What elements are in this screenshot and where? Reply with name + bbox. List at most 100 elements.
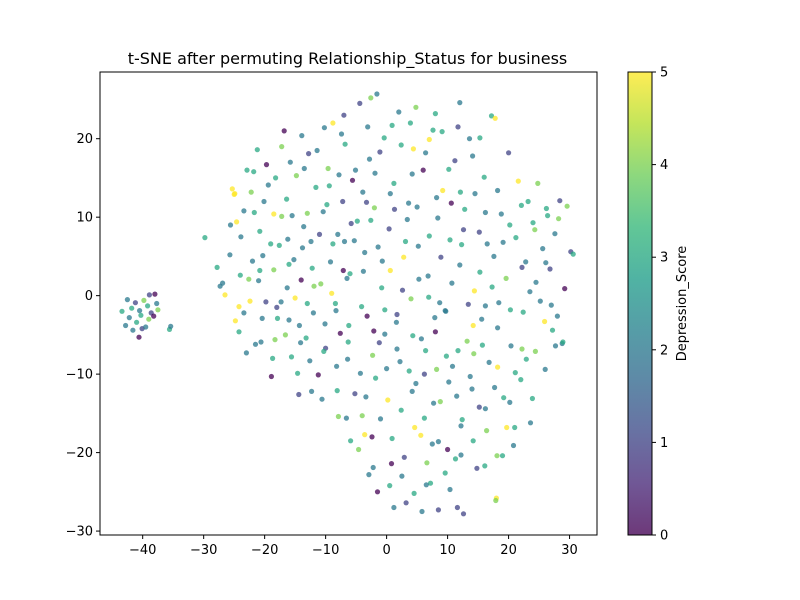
scatter-point [525, 198, 531, 205]
scatter-point [494, 453, 500, 459]
scatter-point [470, 322, 476, 329]
scatter-point [348, 220, 354, 227]
scatter-point [540, 246, 546, 252]
scatter-point [359, 304, 365, 310]
scatter-point [284, 285, 290, 291]
scatter-point [394, 346, 400, 352]
scatter-point [396, 109, 402, 115]
scatter-point [146, 292, 152, 298]
scatter-point [373, 375, 379, 381]
scatter-point [248, 189, 254, 195]
scatter-point [311, 283, 317, 289]
scatter-point [425, 273, 431, 279]
scatter-point [352, 391, 358, 397]
scatter-point [371, 205, 377, 211]
y-tick-label: 10 [76, 211, 93, 226]
scatter-point [249, 258, 256, 264]
y-tick-label: 0 [85, 289, 93, 304]
scatter-point [459, 242, 465, 248]
scatter-point [124, 297, 130, 303]
scatter-point [387, 191, 393, 197]
scatter-point [145, 303, 151, 309]
scatter-point [286, 317, 292, 323]
scatter-point [488, 113, 495, 119]
scatter-point [340, 198, 346, 205]
scatter-point [324, 202, 330, 208]
scatter-point [446, 166, 452, 172]
chart-title: t-SNE after permuting Relationship_Statu… [128, 49, 568, 69]
scatter-point [429, 441, 435, 447]
scatter-point [470, 438, 476, 444]
scatter-point [344, 275, 350, 281]
colorbar-tick-label: 5 [660, 66, 668, 81]
scatter-point [385, 397, 391, 403]
scatter-point [482, 303, 488, 309]
scatter-point [557, 198, 563, 204]
scatter-point [440, 187, 446, 194]
scatter-point [278, 299, 284, 305]
colorbar-frame [627, 71, 653, 536]
scatter-point [306, 151, 312, 157]
x-tick-label: 20 [500, 543, 517, 558]
scatter-point [411, 490, 417, 496]
scatter-point [474, 465, 480, 471]
scatter-point [220, 280, 226, 286]
scatter-point [341, 112, 347, 118]
scatter-point [432, 329, 438, 335]
scatter-point [430, 127, 436, 133]
scatter-point [346, 322, 352, 329]
scatter-point [476, 404, 482, 410]
scatter-point [342, 141, 348, 147]
scatter-point [518, 202, 525, 208]
scatter-point [414, 204, 420, 210]
scatter-point [374, 91, 380, 97]
scatter-point [272, 337, 278, 343]
scatter-point [470, 153, 476, 159]
scatter-point [532, 348, 539, 354]
scatter-point [382, 307, 388, 313]
y-tick-label: 20 [76, 132, 93, 147]
scatter-point [479, 316, 485, 322]
scatter-point [389, 122, 395, 128]
scatter-point [359, 413, 365, 419]
scatter-point [564, 203, 570, 209]
scatter-point [379, 258, 385, 264]
scatter-point [315, 372, 321, 378]
scatter-point [472, 191, 478, 197]
scatter-point [296, 322, 302, 329]
x-tick-label: 0 [382, 543, 390, 558]
scatter-point [527, 289, 533, 295]
scatter-point [309, 388, 315, 394]
x-tick-label: 10 [439, 543, 456, 558]
scatter-point [227, 252, 233, 258]
scatter-point [151, 313, 157, 319]
scatter-point [435, 507, 441, 513]
scatter-point [482, 406, 488, 412]
scatter-point [412, 424, 418, 431]
scatter-point [556, 216, 562, 222]
scatter-point [326, 183, 332, 189]
scatter-point [325, 165, 331, 172]
scatter-point [423, 482, 429, 488]
scatter-point [155, 307, 161, 313]
scatter-point [369, 434, 375, 440]
scatter-point [398, 407, 404, 413]
scatter-point [299, 133, 305, 139]
scatter-point [465, 301, 471, 307]
scatter-point [146, 316, 152, 322]
scatter-point [424, 460, 430, 466]
scatter-point [375, 244, 381, 250]
scatter-point [500, 239, 506, 245]
scatter-point [214, 264, 220, 270]
scatter-point [310, 310, 316, 316]
scatter-point [332, 300, 338, 307]
scatter-point [357, 370, 363, 376]
scatter-point [354, 218, 360, 224]
scatter-point [446, 379, 452, 385]
scatter-point [247, 298, 253, 304]
scatter-point [560, 339, 566, 345]
scatter-point [397, 359, 403, 365]
scatter-point [293, 173, 299, 179]
scatter-point [321, 125, 327, 131]
scatter-point [533, 279, 539, 285]
